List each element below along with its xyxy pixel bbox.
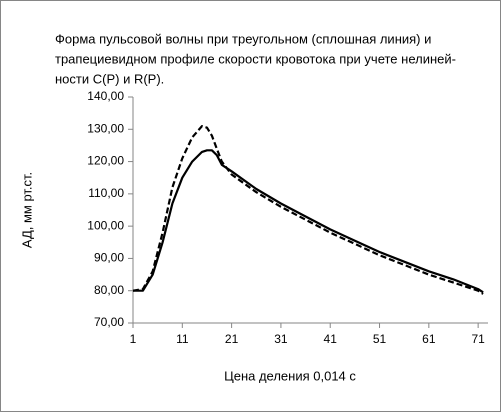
y-tick-label: 70,00	[94, 315, 124, 329]
x-tick-label: 41	[324, 332, 338, 346]
x-tick-label: 61	[422, 332, 436, 346]
y-axis-label: АД, мм рт.ст.	[19, 172, 34, 248]
y-tick-label: 80,00	[94, 283, 124, 297]
x-tick-label: 31	[274, 332, 288, 346]
y-tick-label: 120,00	[87, 154, 124, 168]
x-tick-label: 11	[176, 332, 189, 346]
x-tick-label: 21	[225, 332, 239, 346]
y-tick-label: 90,00	[94, 251, 124, 265]
y-tick-label: 140,00	[87, 89, 124, 103]
x-axis-label: Цена деления 0,014 с	[224, 368, 356, 383]
chart-title: трапециевидном профиле скорости кровоток…	[55, 51, 456, 66]
x-tick-label: 71	[471, 332, 485, 346]
x-tick-label: 1	[130, 332, 137, 346]
y-tick-label: 110,00	[88, 186, 124, 200]
chart-title: ности C(P) и R(P).	[55, 71, 164, 86]
y-tick-label: 100,00	[87, 218, 124, 232]
y-tick-label: 130,00	[87, 121, 124, 135]
x-tick-label: 51	[373, 332, 387, 346]
chart-title: Форма пульсовой волны при треугольном (с…	[55, 31, 431, 46]
data-line	[132, 124, 484, 295]
